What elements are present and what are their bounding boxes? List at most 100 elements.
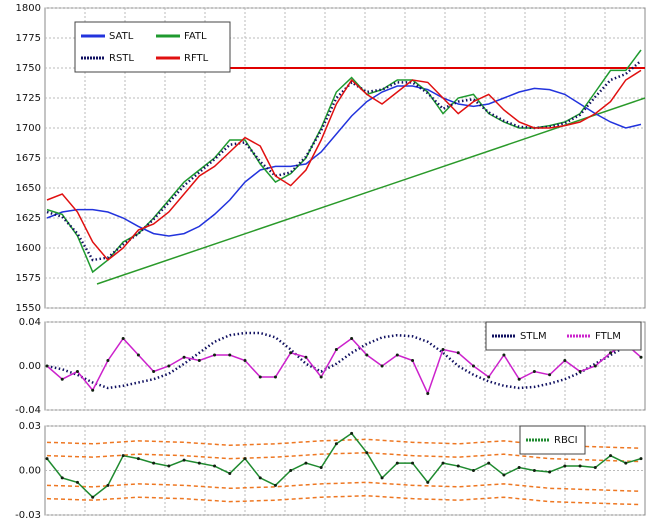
y-tick-label: 1650 [16, 183, 41, 194]
point [548, 470, 552, 474]
point [91, 388, 95, 392]
point [75, 480, 79, 484]
point [395, 461, 399, 465]
point [121, 454, 125, 458]
point [243, 457, 247, 461]
point [228, 471, 232, 475]
point [273, 483, 277, 487]
point [258, 476, 262, 480]
point [91, 495, 95, 499]
point [213, 353, 217, 357]
point [167, 364, 171, 368]
point [532, 469, 536, 472]
point [182, 458, 186, 462]
y-tick-label: 1550 [16, 303, 41, 314]
point [563, 359, 567, 362]
point [182, 355, 186, 359]
y-tick-label: 1750 [16, 63, 41, 74]
point [441, 461, 445, 465]
point [60, 377, 64, 381]
point [289, 351, 293, 355]
point [471, 469, 475, 472]
y-tick-label: 1725 [16, 93, 41, 104]
point [152, 461, 156, 465]
legend-label: FTLM [595, 331, 621, 342]
point [197, 359, 201, 362]
point [243, 359, 247, 362]
point [365, 451, 369, 455]
point [487, 461, 491, 465]
point [350, 431, 354, 435]
point [395, 353, 399, 357]
point [121, 337, 125, 340]
legend-label: STLM [520, 331, 547, 342]
y-tick-label: 1575 [16, 273, 41, 284]
point [609, 351, 613, 355]
point [258, 375, 262, 379]
point [273, 375, 277, 379]
point [334, 442, 338, 446]
band [46, 481, 642, 493]
trendline [96, 97, 646, 285]
point [350, 337, 354, 340]
y-tick-label: 1775 [16, 33, 41, 44]
point [517, 377, 521, 381]
point [60, 476, 64, 480]
legend-label: RBCI [554, 435, 578, 446]
point [380, 364, 384, 368]
y-tick-label: 1675 [16, 153, 41, 164]
point [426, 480, 430, 484]
point [639, 355, 643, 359]
point [426, 392, 430, 395]
point [563, 464, 567, 468]
series-line [46, 337, 642, 396]
y-tick-label: 1800 [16, 3, 41, 14]
point [593, 364, 597, 368]
point [319, 375, 323, 379]
band [46, 451, 642, 463]
point [517, 466, 521, 470]
point [304, 355, 308, 359]
point [639, 457, 643, 461]
legend-label: RFTL [184, 53, 209, 64]
point [136, 457, 140, 461]
point [45, 364, 49, 368]
band [46, 438, 642, 449]
point [106, 359, 110, 362]
y-tick-label: 1600 [16, 243, 41, 254]
point [593, 466, 597, 470]
point [319, 466, 323, 470]
point [578, 370, 582, 373]
y-tick-label: 1625 [16, 213, 41, 224]
point [578, 464, 582, 468]
y-tick-label: -0.03 [15, 510, 41, 521]
legend-label: FATL [184, 31, 207, 42]
legend-box [74, 21, 231, 73]
point [365, 353, 369, 357]
point [411, 461, 415, 465]
point [456, 464, 460, 468]
point [487, 375, 491, 379]
point [152, 370, 156, 373]
legend-label: RSTL [109, 53, 134, 64]
point [228, 353, 232, 357]
point [624, 461, 628, 465]
series-line [46, 85, 642, 237]
series-line [46, 432, 642, 499]
point [197, 461, 201, 465]
point [380, 476, 384, 480]
point [304, 461, 308, 465]
y-tick-label: 0.04 [19, 317, 41, 328]
point [411, 359, 415, 362]
point [471, 364, 475, 368]
y-tick-label: 0.00 [19, 361, 41, 372]
point [334, 348, 338, 351]
y-tick-label: -0.04 [15, 405, 41, 416]
point [106, 483, 110, 487]
point [289, 469, 293, 472]
point [502, 473, 506, 477]
point [441, 348, 445, 351]
point [213, 464, 217, 468]
point [456, 351, 460, 355]
